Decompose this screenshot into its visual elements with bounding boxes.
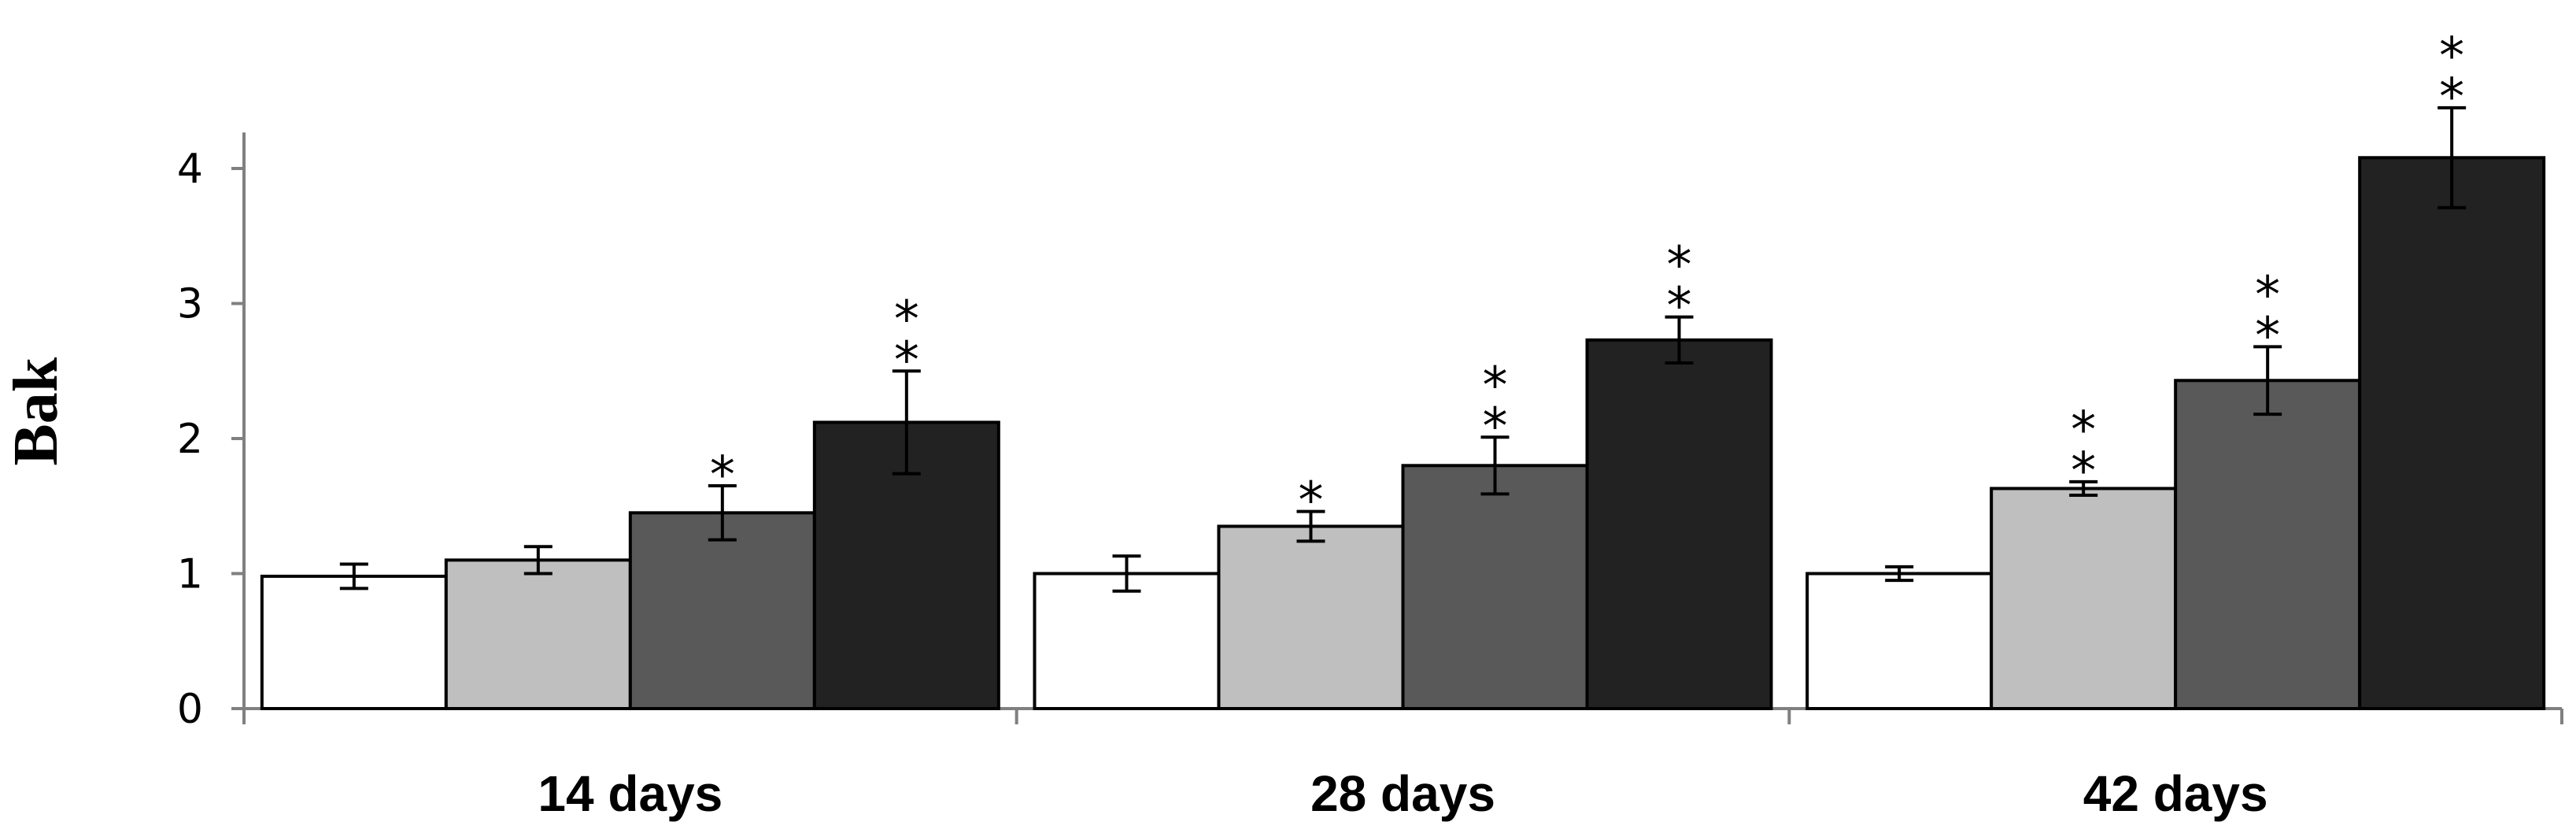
- y-axis-title: Bak: [2, 357, 71, 465]
- bar: [1217, 524, 1405, 710]
- y-tick-label: 1: [177, 551, 203, 598]
- x-axis: 14 days 28 days 42 days: [242, 707, 2563, 822]
- bar: [444, 558, 632, 710]
- significance-mark: *: [2071, 442, 2096, 501]
- significance-mark: *: [2439, 68, 2464, 127]
- significance-mark: *: [1667, 278, 1692, 336]
- significance-mark: *: [1483, 357, 1508, 415]
- bar: [1585, 338, 1773, 710]
- significance-mark: *: [1299, 472, 1324, 531]
- significance-mark: *: [894, 331, 919, 390]
- bar: [2358, 156, 2546, 710]
- significance-mark: *: [710, 446, 735, 505]
- y-tick-label: 4: [177, 146, 203, 193]
- y-tick-label: 0: [177, 686, 203, 733]
- significance-mark: *: [1483, 398, 1508, 456]
- bar: [628, 511, 816, 711]
- bars: [260, 156, 2546, 711]
- significance-mark: *: [1667, 237, 1692, 295]
- significance-mark: *: [894, 291, 919, 349]
- bar: [260, 574, 448, 710]
- bar: [1033, 572, 1221, 710]
- x-category-label: 14 days: [538, 765, 723, 822]
- x-category-label: 28 days: [1310, 765, 1495, 822]
- y-tick-label: 2: [177, 416, 203, 463]
- significance-marks: ********** ****: [710, 28, 2464, 531]
- significance-mark: *: [2071, 402, 2096, 460]
- x-category-label: 42 days: [2083, 765, 2268, 822]
- significance-mark: *: [2255, 307, 2280, 365]
- y-axis: 0 1 2 3 4: [177, 132, 246, 733]
- bar: [1805, 572, 1994, 710]
- bar: [2174, 379, 2362, 710]
- bar: [1990, 487, 2178, 711]
- error-bars: [339, 106, 2467, 593]
- y-tick-label: 3: [177, 281, 203, 328]
- significance-mark: *: [2439, 28, 2464, 86]
- bar: [1401, 464, 1589, 710]
- significance-mark: *: [2255, 266, 2280, 324]
